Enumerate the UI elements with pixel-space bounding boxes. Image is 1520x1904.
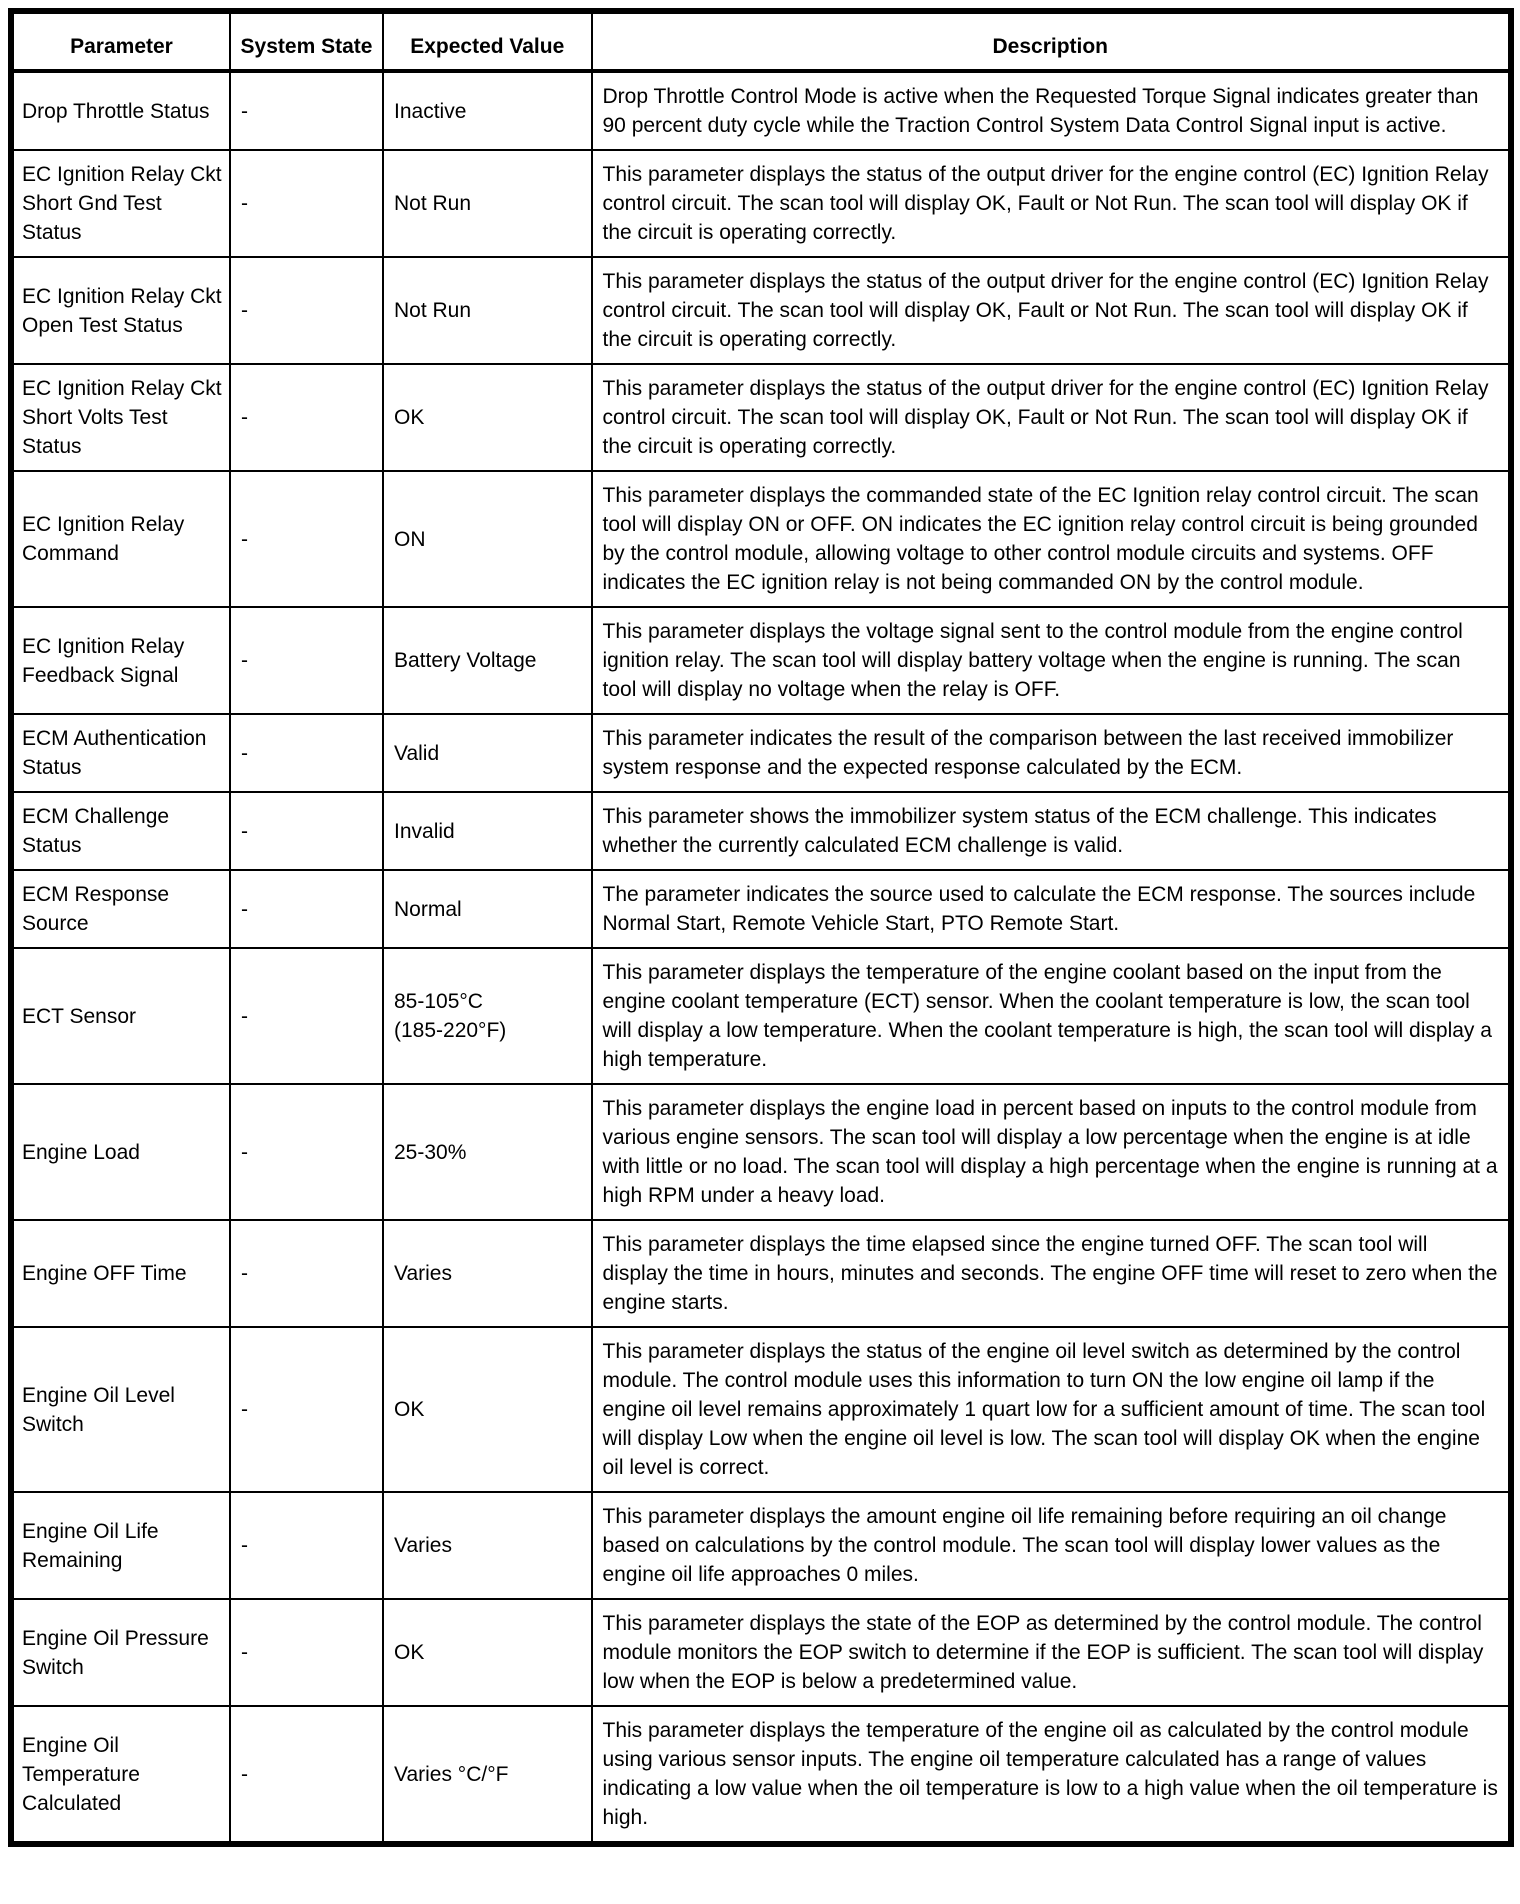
description-cell: This parameter displays the status of th…: [590, 256, 1512, 365]
system-state-cell: -: [229, 470, 384, 608]
system-state-cell: -: [229, 713, 384, 793]
table-row: Drop Throttle Status - Inactive Drop Thr…: [10, 70, 1512, 151]
description-cell: This parameter displays the commanded st…: [590, 470, 1512, 608]
table-row: Engine OFF Time - Varies This parameter …: [10, 1219, 1512, 1328]
table-row: Engine Oil Pressure Switch - OK This par…: [10, 1598, 1512, 1707]
expected-value-cell: OK: [382, 1598, 593, 1707]
table-row: ECM Authentication Status - Valid This p…: [10, 713, 1512, 793]
description-cell: The parameter indicates the source used …: [590, 869, 1512, 949]
expected-value-cell: Valid: [382, 713, 593, 793]
description-cell: This parameter shows the immobilizer sys…: [590, 791, 1512, 871]
table-row: Engine Oil Level Switch - OK This parame…: [10, 1326, 1512, 1493]
description-cell: This parameter displays the amount engin…: [590, 1491, 1512, 1600]
expected-value-cell: Varies: [382, 1491, 593, 1600]
description-cell: This parameter displays the state of the…: [590, 1598, 1512, 1707]
header-system-state: System State: [229, 10, 384, 73]
system-state-cell: -: [229, 1491, 384, 1600]
description-cell: This parameter displays the status of th…: [590, 363, 1512, 472]
expected-value-cell: 85-105°C (185-220°F): [382, 947, 593, 1085]
description-cell: This parameter indicates the result of t…: [590, 713, 1512, 793]
system-state-cell: -: [229, 256, 384, 365]
system-state-cell: -: [229, 1705, 384, 1845]
expected-value-cell: Not Run: [382, 256, 593, 365]
system-state-cell: -: [229, 791, 384, 871]
description-cell: Drop Throttle Control Mode is active whe…: [590, 70, 1512, 151]
table-row: ECM Response Source - Normal The paramet…: [10, 869, 1512, 949]
table-row: EC Ignition Relay Ckt Open Test Status -…: [10, 256, 1512, 365]
system-state-cell: -: [229, 363, 384, 472]
parameter-cell: Engine Oil Level Switch: [10, 1326, 231, 1493]
system-state-cell: -: [229, 1083, 384, 1221]
description-cell: This parameter displays the voltage sign…: [590, 606, 1512, 715]
parameter-cell: Engine Oil Temperature Calculated: [10, 1705, 231, 1845]
expected-value-cell: Not Run: [382, 149, 593, 258]
table-row: Engine Oil Temperature Calculated - Vari…: [10, 1705, 1512, 1845]
description-cell: This parameter displays the engine load …: [590, 1083, 1512, 1221]
table-row: Engine Load - 25-30% This parameter disp…: [10, 1083, 1512, 1221]
system-state-cell: -: [229, 869, 384, 949]
description-cell: This parameter displays the time elapsed…: [590, 1219, 1512, 1328]
expected-value-cell: 25-30%: [382, 1083, 593, 1221]
table-row: EC Ignition Relay Ckt Short Volts Test S…: [10, 363, 1512, 472]
header-description: Description: [590, 10, 1512, 73]
table-body: Drop Throttle Status - Inactive Drop Thr…: [10, 70, 1512, 1845]
parameter-cell: EC Ignition Relay Ckt Open Test Status: [10, 256, 231, 365]
table-row: ECT Sensor - 85-105°C (185-220°F) This p…: [10, 947, 1512, 1085]
parameter-table: Parameter System State Expected Value De…: [8, 8, 1514, 1847]
table-row: ECM Challenge Status - Invalid This para…: [10, 791, 1512, 871]
parameter-cell: ECM Authentication Status: [10, 713, 231, 793]
description-cell: This parameter displays the temperature …: [590, 1705, 1512, 1845]
system-state-cell: -: [229, 1326, 384, 1493]
system-state-cell: -: [229, 606, 384, 715]
expected-value-cell: Inactive: [382, 70, 593, 151]
header-row: Parameter System State Expected Value De…: [10, 10, 1512, 73]
expected-value-cell: Varies: [382, 1219, 593, 1328]
parameter-cell: Engine Oil Pressure Switch: [10, 1598, 231, 1707]
system-state-cell: -: [229, 149, 384, 258]
table-row: EC Ignition Relay Command - ON This para…: [10, 470, 1512, 608]
description-cell: This parameter displays the temperature …: [590, 947, 1512, 1085]
system-state-cell: -: [229, 1219, 384, 1328]
expected-value-cell: Normal: [382, 869, 593, 949]
expected-value-cell: Battery Voltage: [382, 606, 593, 715]
parameter-cell: ECM Challenge Status: [10, 791, 231, 871]
expected-value-cell: OK: [382, 1326, 593, 1493]
parameter-cell: EC Ignition Relay Ckt Short Gnd Test Sta…: [10, 149, 231, 258]
system-state-cell: -: [229, 70, 384, 151]
system-state-cell: -: [229, 947, 384, 1085]
table-row: EC Ignition Relay Feedback Signal - Batt…: [10, 606, 1512, 715]
parameter-cell: EC Ignition Relay Command: [10, 470, 231, 608]
parameter-cell: EC Ignition Relay Feedback Signal: [10, 606, 231, 715]
parameter-cell: ECT Sensor: [10, 947, 231, 1085]
expected-value-cell: Invalid: [382, 791, 593, 871]
table-row: EC Ignition Relay Ckt Short Gnd Test Sta…: [10, 149, 1512, 258]
parameter-cell: Engine Oil Life Remaining: [10, 1491, 231, 1600]
header-expected-value: Expected Value: [382, 10, 593, 73]
expected-value-cell: Varies °C/°F: [382, 1705, 593, 1845]
parameter-cell: Engine Load: [10, 1083, 231, 1221]
header-parameter: Parameter: [10, 10, 231, 73]
parameter-cell: Drop Throttle Status: [10, 70, 231, 151]
parameter-cell: ECM Response Source: [10, 869, 231, 949]
parameter-cell: Engine OFF Time: [10, 1219, 231, 1328]
description-cell: This parameter displays the status of th…: [590, 149, 1512, 258]
table-row: Engine Oil Life Remaining - Varies This …: [10, 1491, 1512, 1600]
expected-value-cell: ON: [382, 470, 593, 608]
parameter-cell: EC Ignition Relay Ckt Short Volts Test S…: [10, 363, 231, 472]
description-cell: This parameter displays the status of th…: [590, 1326, 1512, 1493]
system-state-cell: -: [229, 1598, 384, 1707]
expected-value-cell: OK: [382, 363, 593, 472]
